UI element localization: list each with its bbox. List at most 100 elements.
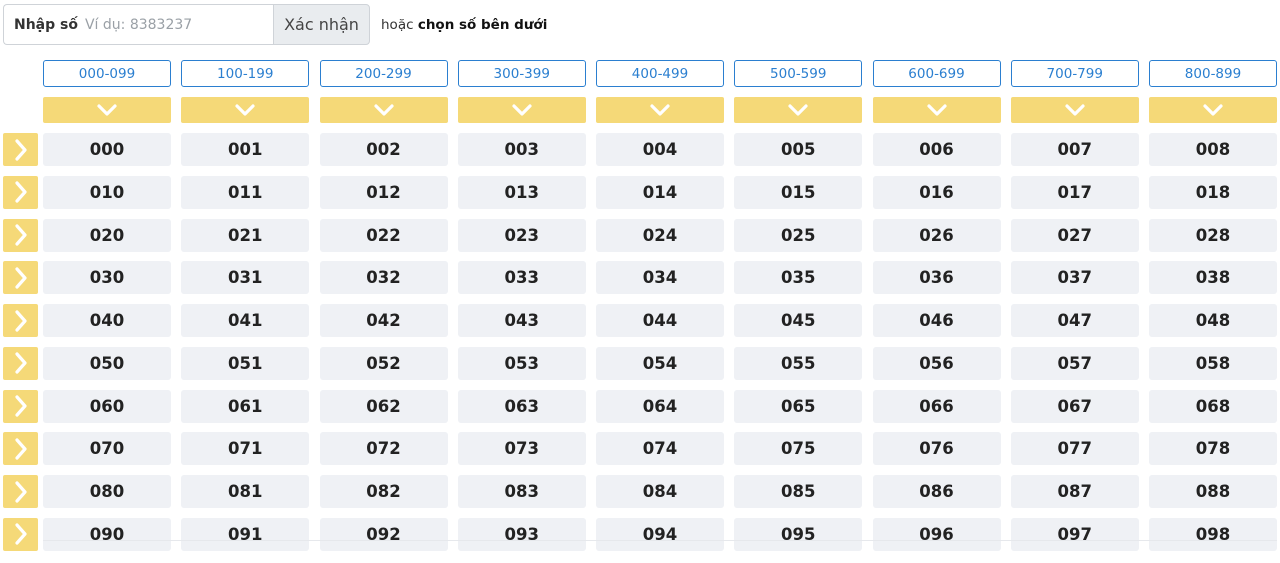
number-cell[interactable]: 083 (457, 475, 586, 509)
number-cell[interactable]: 008 (1149, 133, 1277, 166)
number-cell[interactable]: 038 (1149, 261, 1277, 295)
number-cell[interactable]: 016 (872, 175, 1001, 209)
number-cell[interactable]: 074 (596, 432, 724, 466)
number-cell[interactable]: 066 (872, 389, 1001, 423)
row-toggle-button[interactable] (3, 389, 38, 423)
number-cell[interactable]: 086 (872, 475, 1001, 509)
number-cell[interactable]: 023 (457, 218, 586, 252)
row-toggle-button[interactable] (3, 133, 38, 166)
number-cell[interactable]: 094 (596, 517, 724, 551)
column-toggle-button[interactable] (596, 97, 724, 123)
number-cell[interactable]: 065 (734, 389, 863, 423)
number-cell[interactable]: 073 (457, 432, 586, 466)
number-cell[interactable]: 054 (596, 346, 724, 380)
number-cell[interactable]: 076 (872, 432, 1001, 466)
number-cell[interactable]: 075 (734, 432, 863, 466)
row-toggle-button[interactable] (3, 517, 38, 551)
row-toggle-button[interactable] (3, 261, 38, 295)
number-cell[interactable]: 034 (596, 261, 724, 295)
number-cell[interactable]: 081 (181, 475, 310, 509)
number-cell[interactable]: 050 (43, 346, 171, 380)
number-cell[interactable]: 055 (734, 346, 863, 380)
number-cell[interactable]: 014 (596, 175, 724, 209)
number-cell[interactable]: 093 (457, 517, 586, 551)
column-toggle-button[interactable] (181, 97, 310, 123)
number-cell[interactable]: 062 (319, 389, 448, 423)
confirm-button[interactable]: Xác nhận (273, 4, 370, 45)
number-cell[interactable]: 001 (181, 133, 310, 166)
number-cell[interactable]: 090 (43, 517, 171, 551)
number-cell[interactable]: 031 (181, 261, 310, 295)
range-tab-400-499[interactable]: 400-499 (596, 60, 724, 87)
column-toggle-button[interactable] (1010, 97, 1139, 123)
number-cell[interactable]: 018 (1149, 175, 1277, 209)
number-cell[interactable]: 030 (43, 261, 171, 295)
number-cell[interactable]: 035 (734, 261, 863, 295)
row-toggle-button[interactable] (3, 346, 38, 380)
number-cell[interactable]: 021 (181, 218, 310, 252)
number-cell[interactable]: 027 (1010, 218, 1139, 252)
number-cell[interactable]: 013 (457, 175, 586, 209)
number-cell[interactable]: 077 (1010, 432, 1139, 466)
number-cell[interactable]: 046 (872, 304, 1001, 338)
number-cell[interactable]: 070 (43, 432, 171, 466)
range-tab-700-799[interactable]: 700-799 (1010, 60, 1139, 87)
number-cell[interactable]: 044 (596, 304, 724, 338)
column-toggle-button[interactable] (872, 97, 1001, 123)
number-cell[interactable]: 053 (457, 346, 586, 380)
row-toggle-button[interactable] (3, 475, 38, 509)
number-cell[interactable]: 024 (596, 218, 724, 252)
number-cell[interactable]: 043 (457, 304, 586, 338)
number-cell[interactable]: 045 (734, 304, 863, 338)
number-input[interactable] (84, 16, 265, 33)
number-cell[interactable]: 071 (181, 432, 310, 466)
row-toggle-button[interactable] (3, 175, 38, 209)
number-cell[interactable]: 058 (1149, 346, 1277, 380)
number-cell[interactable]: 084 (596, 475, 724, 509)
number-cell[interactable]: 017 (1010, 175, 1139, 209)
number-cell[interactable]: 085 (734, 475, 863, 509)
number-cell[interactable]: 061 (181, 389, 310, 423)
number-cell[interactable]: 042 (319, 304, 448, 338)
number-cell[interactable]: 004 (596, 133, 724, 166)
number-cell[interactable]: 068 (1149, 389, 1277, 423)
column-toggle-button[interactable] (319, 97, 448, 123)
number-cell[interactable]: 025 (734, 218, 863, 252)
row-toggle-button[interactable] (3, 432, 38, 466)
number-cell[interactable]: 010 (43, 175, 171, 209)
number-search-field[interactable]: Nhập số (3, 4, 273, 45)
column-toggle-button[interactable] (43, 97, 171, 123)
number-cell[interactable]: 022 (319, 218, 448, 252)
column-toggle-button[interactable] (457, 97, 586, 123)
number-cell[interactable]: 088 (1149, 475, 1277, 509)
number-cell[interactable]: 047 (1010, 304, 1139, 338)
number-cell[interactable]: 033 (457, 261, 586, 295)
number-cell[interactable]: 028 (1149, 218, 1277, 252)
number-cell[interactable]: 000 (43, 133, 171, 166)
number-cell[interactable]: 040 (43, 304, 171, 338)
range-tab-600-699[interactable]: 600-699 (872, 60, 1001, 87)
number-cell[interactable]: 041 (181, 304, 310, 338)
row-toggle-button[interactable] (3, 304, 38, 338)
number-cell[interactable]: 087 (1010, 475, 1139, 509)
number-cell[interactable]: 063 (457, 389, 586, 423)
number-cell[interactable]: 095 (734, 517, 863, 551)
number-cell[interactable]: 097 (1010, 517, 1139, 551)
number-cell[interactable]: 012 (319, 175, 448, 209)
number-cell[interactable]: 007 (1010, 133, 1139, 166)
number-cell[interactable]: 003 (457, 133, 586, 166)
column-toggle-button[interactable] (1149, 97, 1277, 123)
number-cell[interactable]: 011 (181, 175, 310, 209)
range-tab-200-299[interactable]: 200-299 (319, 60, 448, 87)
number-cell[interactable]: 036 (872, 261, 1001, 295)
number-cell[interactable]: 032 (319, 261, 448, 295)
column-toggle-button[interactable] (734, 97, 863, 123)
range-tab-100-199[interactable]: 100-199 (181, 60, 310, 87)
number-cell[interactable]: 056 (872, 346, 1001, 380)
number-cell[interactable]: 005 (734, 133, 863, 166)
number-cell[interactable]: 006 (872, 133, 1001, 166)
number-cell[interactable]: 098 (1149, 517, 1277, 551)
number-cell[interactable]: 091 (181, 517, 310, 551)
number-cell[interactable]: 048 (1149, 304, 1277, 338)
number-cell[interactable]: 078 (1149, 432, 1277, 466)
